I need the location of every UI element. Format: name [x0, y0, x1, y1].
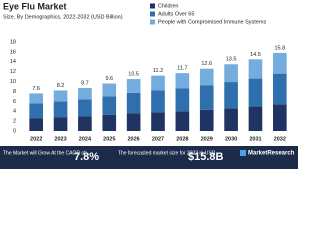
bar-segment — [248, 106, 263, 131]
y-tick-label: 8 — [13, 89, 16, 95]
bar-segment — [102, 96, 117, 115]
x-tick-label: 2028 — [176, 136, 188, 142]
bar-segment — [175, 88, 190, 112]
bar-segment — [29, 93, 44, 104]
x-tick-label: 2029 — [201, 136, 213, 142]
y-tick-label: 10 — [10, 79, 16, 85]
bar-segment — [175, 73, 190, 89]
bar-segment — [151, 112, 165, 131]
cagr-text: The Market will Grow At the CAGR of: — [3, 150, 87, 156]
bar-segment — [199, 68, 214, 86]
total-label: 11.7 — [177, 66, 187, 72]
y-tick-label: 12 — [10, 69, 16, 75]
brand: MarketResearch — [248, 151, 295, 157]
bar-segment — [29, 118, 44, 131]
bar-segment — [102, 114, 117, 131]
bar-segment — [126, 113, 141, 131]
footer-band — [0, 146, 298, 169]
x-tick-label: 2027 — [152, 136, 164, 142]
total-label: 8.7 — [81, 80, 89, 86]
bar-segment — [53, 101, 68, 118]
bar-segment — [272, 73, 287, 105]
forecast-value: $15.8B — [188, 151, 224, 163]
legend-label: Adults Over 65 — [158, 11, 194, 17]
y-tick-label: 16 — [10, 49, 16, 55]
x-tick-label: 2025 — [103, 136, 115, 142]
bar-segment — [29, 103, 44, 119]
total-label: 14.5 — [250, 52, 261, 58]
total-label: 11.2 — [153, 68, 163, 74]
total-label: 10.5 — [128, 72, 139, 78]
bar-segment — [272, 52, 287, 74]
bar-segment — [78, 116, 92, 131]
bar-segment — [151, 90, 165, 113]
forecast-text: The forecasted market size for 2032 in U… — [118, 150, 216, 156]
x-tick-label: 2032 — [274, 136, 286, 142]
legend-swatch — [150, 19, 155, 25]
y-tick-label: 0 — [13, 128, 16, 134]
cagr-value: 7.8% — [74, 151, 99, 163]
bar-segment — [78, 87, 92, 100]
bar-segment — [199, 85, 214, 110]
total-label: 7.6 — [32, 86, 40, 92]
bar-segment — [102, 83, 117, 97]
bar-segment — [224, 108, 238, 131]
x-tick-label: 2026 — [128, 136, 140, 142]
x-tick-label: 2030 — [225, 136, 237, 142]
bar-segment — [53, 90, 68, 102]
x-tick-label: 2031 — [249, 136, 261, 142]
chart-subtitle: Size, By Demographics, 2022-2032 (USD Bi… — [3, 14, 123, 20]
bar-segment — [78, 99, 92, 117]
total-label: 9.6 — [105, 76, 113, 82]
legend-swatch — [150, 11, 155, 17]
bar-segment — [126, 92, 141, 114]
y-tick-label: 2 — [13, 119, 16, 125]
bar-segment — [151, 75, 165, 91]
brand-icon — [240, 150, 246, 156]
bar-segment — [53, 117, 68, 131]
chart: Eye Flu Market Size, By Demographics, 20… — [0, 1, 298, 169]
total-label: 12.6 — [201, 61, 212, 67]
total-label: 15.8 — [274, 45, 285, 51]
x-tick-label: 2024 — [79, 136, 92, 142]
y-tick-label: 4 — [13, 109, 16, 115]
total-label: 8.2 — [57, 83, 65, 89]
bar-segment — [199, 109, 214, 131]
bar-segment — [272, 104, 287, 131]
x-tick-label: 2023 — [54, 136, 66, 142]
y-tick-label: 14 — [10, 59, 16, 65]
bar-segment — [126, 79, 141, 93]
y-tick-label: 6 — [13, 99, 16, 105]
chart-title: Eye Flu Market — [3, 1, 67, 11]
y-tick-label: 18 — [10, 39, 16, 45]
bar-segment — [224, 82, 238, 109]
total-label: 13.5 — [226, 57, 237, 63]
x-tick-label: 2022 — [30, 136, 42, 142]
bar-segment — [248, 78, 263, 107]
legend-label: People with Compromised Immune Systems — [158, 19, 266, 25]
bar-segment — [175, 111, 190, 131]
legend-label: Children — [158, 3, 178, 9]
bar-segment — [248, 59, 263, 79]
bar-segment — [224, 64, 238, 83]
legend-swatch — [150, 3, 155, 9]
